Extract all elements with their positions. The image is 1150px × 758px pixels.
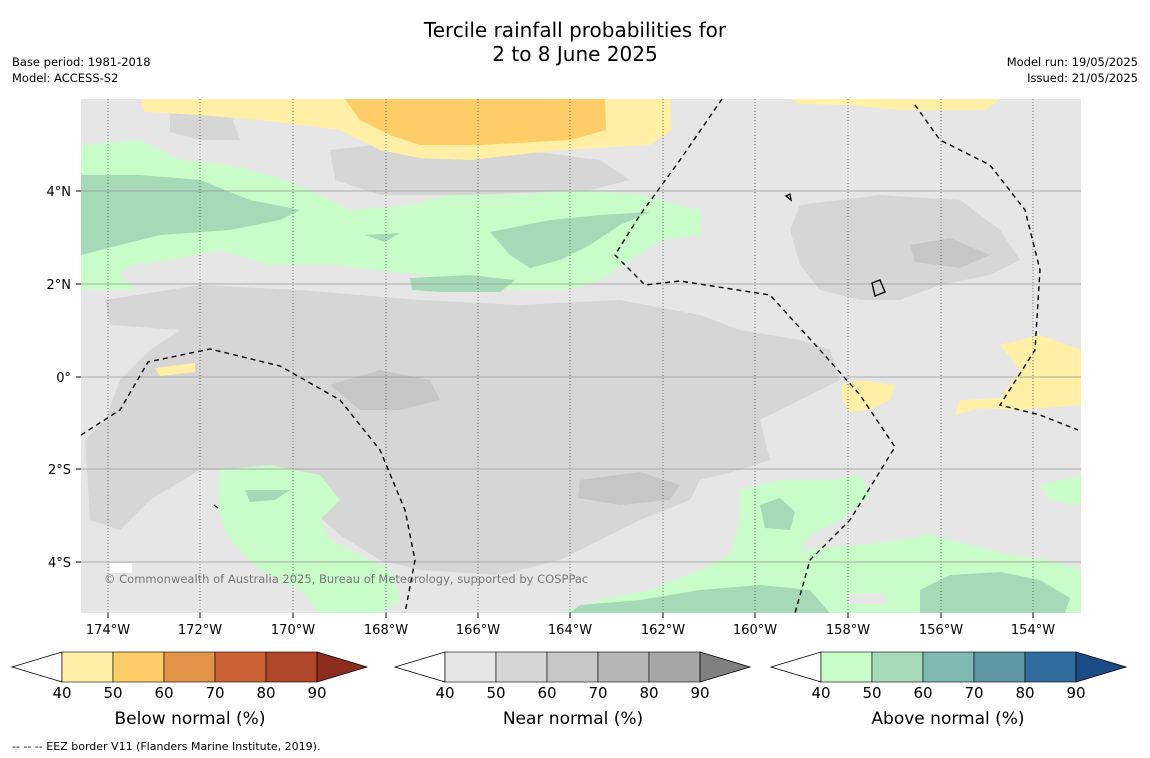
colorbar-segment	[112, 651, 165, 683]
graticule	[81, 99, 1081, 613]
lat-label: 4°S	[48, 556, 71, 571]
colorbar-segment	[265, 651, 318, 683]
white-gap-2	[110, 563, 132, 573]
below-normal-50-north	[345, 99, 606, 145]
colorbar-tick-label: 90	[1066, 684, 1086, 702]
colorbar-segment	[163, 651, 216, 683]
lon-label: 154°W	[1011, 623, 1055, 638]
colorbar-segment	[648, 651, 701, 683]
lon-label: 162°W	[641, 623, 685, 638]
colorbar-segment	[922, 651, 975, 683]
colorbar-segment	[973, 651, 1026, 683]
colorbar-tick-label: 50	[486, 684, 506, 702]
colorbar-tick-label: 90	[307, 684, 327, 702]
above-normal-50-south	[245, 490, 290, 502]
near-normal-50-region-east	[790, 195, 1020, 300]
colorbars	[10, 651, 1128, 683]
above-normal-40-south	[218, 465, 400, 613]
eez-footnote: -- -- -- EEZ border V11 (Flanders Marine…	[12, 740, 321, 753]
island-2	[784, 192, 792, 202]
colorbar-segment	[820, 651, 873, 683]
colorbar-tick-label: 40	[811, 684, 831, 702]
title-line-1: Tercile rainfall probabilities for	[423, 18, 727, 42]
lon-label: 168°W	[364, 623, 408, 638]
colorbar-segment	[61, 651, 114, 683]
colorbar-tick-label: 90	[690, 684, 710, 702]
colorbar-segment	[1024, 651, 1077, 683]
map-field	[81, 99, 1081, 613]
colorbar-tick-label: 70	[205, 684, 225, 702]
colorbar-tick-label: 60	[154, 684, 174, 702]
axis-labels: 174°W 172°W 170°W 168°W 166°W 164°W 162°W 160°W…	[47, 185, 1056, 638]
lat-label: 0°	[56, 371, 71, 386]
eez-line-west	[80, 348, 416, 614]
colorbar-segment	[871, 651, 924, 683]
eez-border	[80, 98, 1079, 614]
meta-left: Base period: 1981-2018 Model: ACCESS-S2	[12, 54, 151, 86]
lon-label: 172°W	[178, 623, 222, 638]
lon-label: 158°W	[826, 623, 870, 638]
issued-date: Issued: 21/05/2025	[1027, 71, 1138, 85]
below-normal-40-ne	[790, 99, 1000, 110]
meta-right: Model run: 19/05/2025 Issued: 21/05/2025	[1007, 54, 1138, 86]
white-gap-1	[848, 594, 886, 604]
lat-label: 4°N	[47, 185, 72, 200]
colorbar-right-arrow	[1075, 651, 1128, 683]
chart-title: Tercile rainfall probabilities for 2 to …	[0, 18, 1150, 66]
lat-label: 2°S	[48, 463, 71, 478]
title-line-2: 2 to 8 June 2025	[492, 42, 658, 66]
colorbar-left-arrow	[769, 651, 822, 683]
lon-label: 174°W	[86, 623, 130, 638]
colorbar-tick-label: 70	[964, 684, 984, 702]
copyright-credit: © Commonwealth of Australia 2025, Bureau…	[104, 572, 589, 586]
above-normal-50-se	[570, 498, 1070, 613]
colorbar-left-arrow	[393, 651, 446, 683]
island-1	[871, 279, 886, 297]
lon-label: 156°W	[919, 623, 963, 638]
colorbar-tick-label: 50	[103, 684, 123, 702]
lat-label: 2°N	[47, 278, 72, 293]
colorbar-tick-label: 40	[435, 684, 455, 702]
below-normal-40-east	[955, 335, 1081, 415]
near-normal-50-region	[85, 285, 840, 575]
colorbar-tick-label: 50	[862, 684, 882, 702]
model-name: Model: ACCESS-S2	[12, 71, 119, 85]
colorbar-segment	[597, 651, 650, 683]
eez-line-central	[614, 98, 896, 614]
colorbar-right-arrow	[699, 651, 752, 683]
colorbar-segment	[214, 651, 267, 683]
lon-label: 170°W	[271, 623, 315, 638]
lon-label: 166°W	[456, 623, 500, 638]
colorbar-tick-label: 60	[537, 684, 557, 702]
colorbar-title-below: Below normal (%)	[114, 709, 266, 729]
above-normal-50-west	[81, 175, 300, 255]
colorbar-tick-label: 40	[52, 684, 72, 702]
colorbar-tick-label: 80	[1015, 684, 1035, 702]
colorbar-segment	[444, 651, 497, 683]
eez-line-east	[914, 104, 1079, 431]
model-run: Model run: 19/05/2025	[1006, 55, 1138, 69]
colorbar-segment	[546, 651, 599, 683]
lon-label: 160°W	[733, 623, 777, 638]
colorbar-segment	[495, 651, 548, 683]
colorbar-tick-label: 80	[256, 684, 276, 702]
colorbar-left-arrow	[10, 651, 63, 683]
colorbar-tick-label: 70	[588, 684, 608, 702]
base-period: Base period: 1981-2018	[12, 55, 151, 69]
colorbar-tick-label: 60	[913, 684, 933, 702]
islands	[213, 192, 886, 509]
colorbar-title-near: Near normal (%)	[502, 709, 644, 729]
colorbar-tick-label: 80	[639, 684, 659, 702]
colorbar-title-above: Above normal (%)	[871, 709, 1025, 729]
above-normal-50-centre	[365, 212, 650, 292]
island-3	[213, 504, 219, 509]
lon-label: 164°W	[548, 623, 592, 638]
colorbar-right-arrow	[316, 651, 369, 683]
